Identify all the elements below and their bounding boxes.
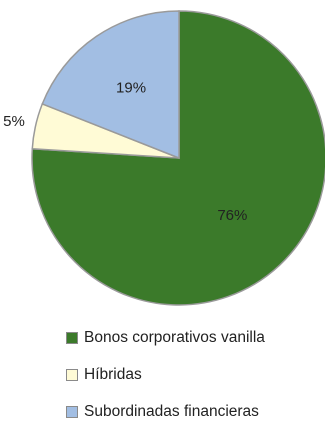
slice-subordinadas (41, 10, 180, 160)
legend-item-hibridas: Híbridas (66, 365, 265, 385)
legend-item-subordinadas: Subordinadas financieras (66, 402, 265, 422)
legend-label-hibridas: Híbridas (84, 366, 142, 383)
legend: Bonos corporativos vanilla Híbridas Subo… (66, 328, 265, 439)
legend-item-vanilla: Bonos corporativos vanilla (66, 328, 265, 348)
pie-chart: 76% 5% 19% (3, 10, 325, 306)
legend-swatch-subordinadas (66, 406, 78, 418)
data-label-hibridas: 5% (3, 113, 25, 130)
legend-label-subordinadas: Subordinadas financieras (84, 403, 259, 420)
legend-swatch-hibridas (66, 369, 78, 381)
legend-label-vanilla: Bonos corporativos vanilla (84, 329, 265, 346)
data-label-subordinadas: 19% (116, 79, 146, 96)
data-label-vanilla: 76% (217, 207, 247, 224)
legend-swatch-vanilla (66, 332, 78, 344)
